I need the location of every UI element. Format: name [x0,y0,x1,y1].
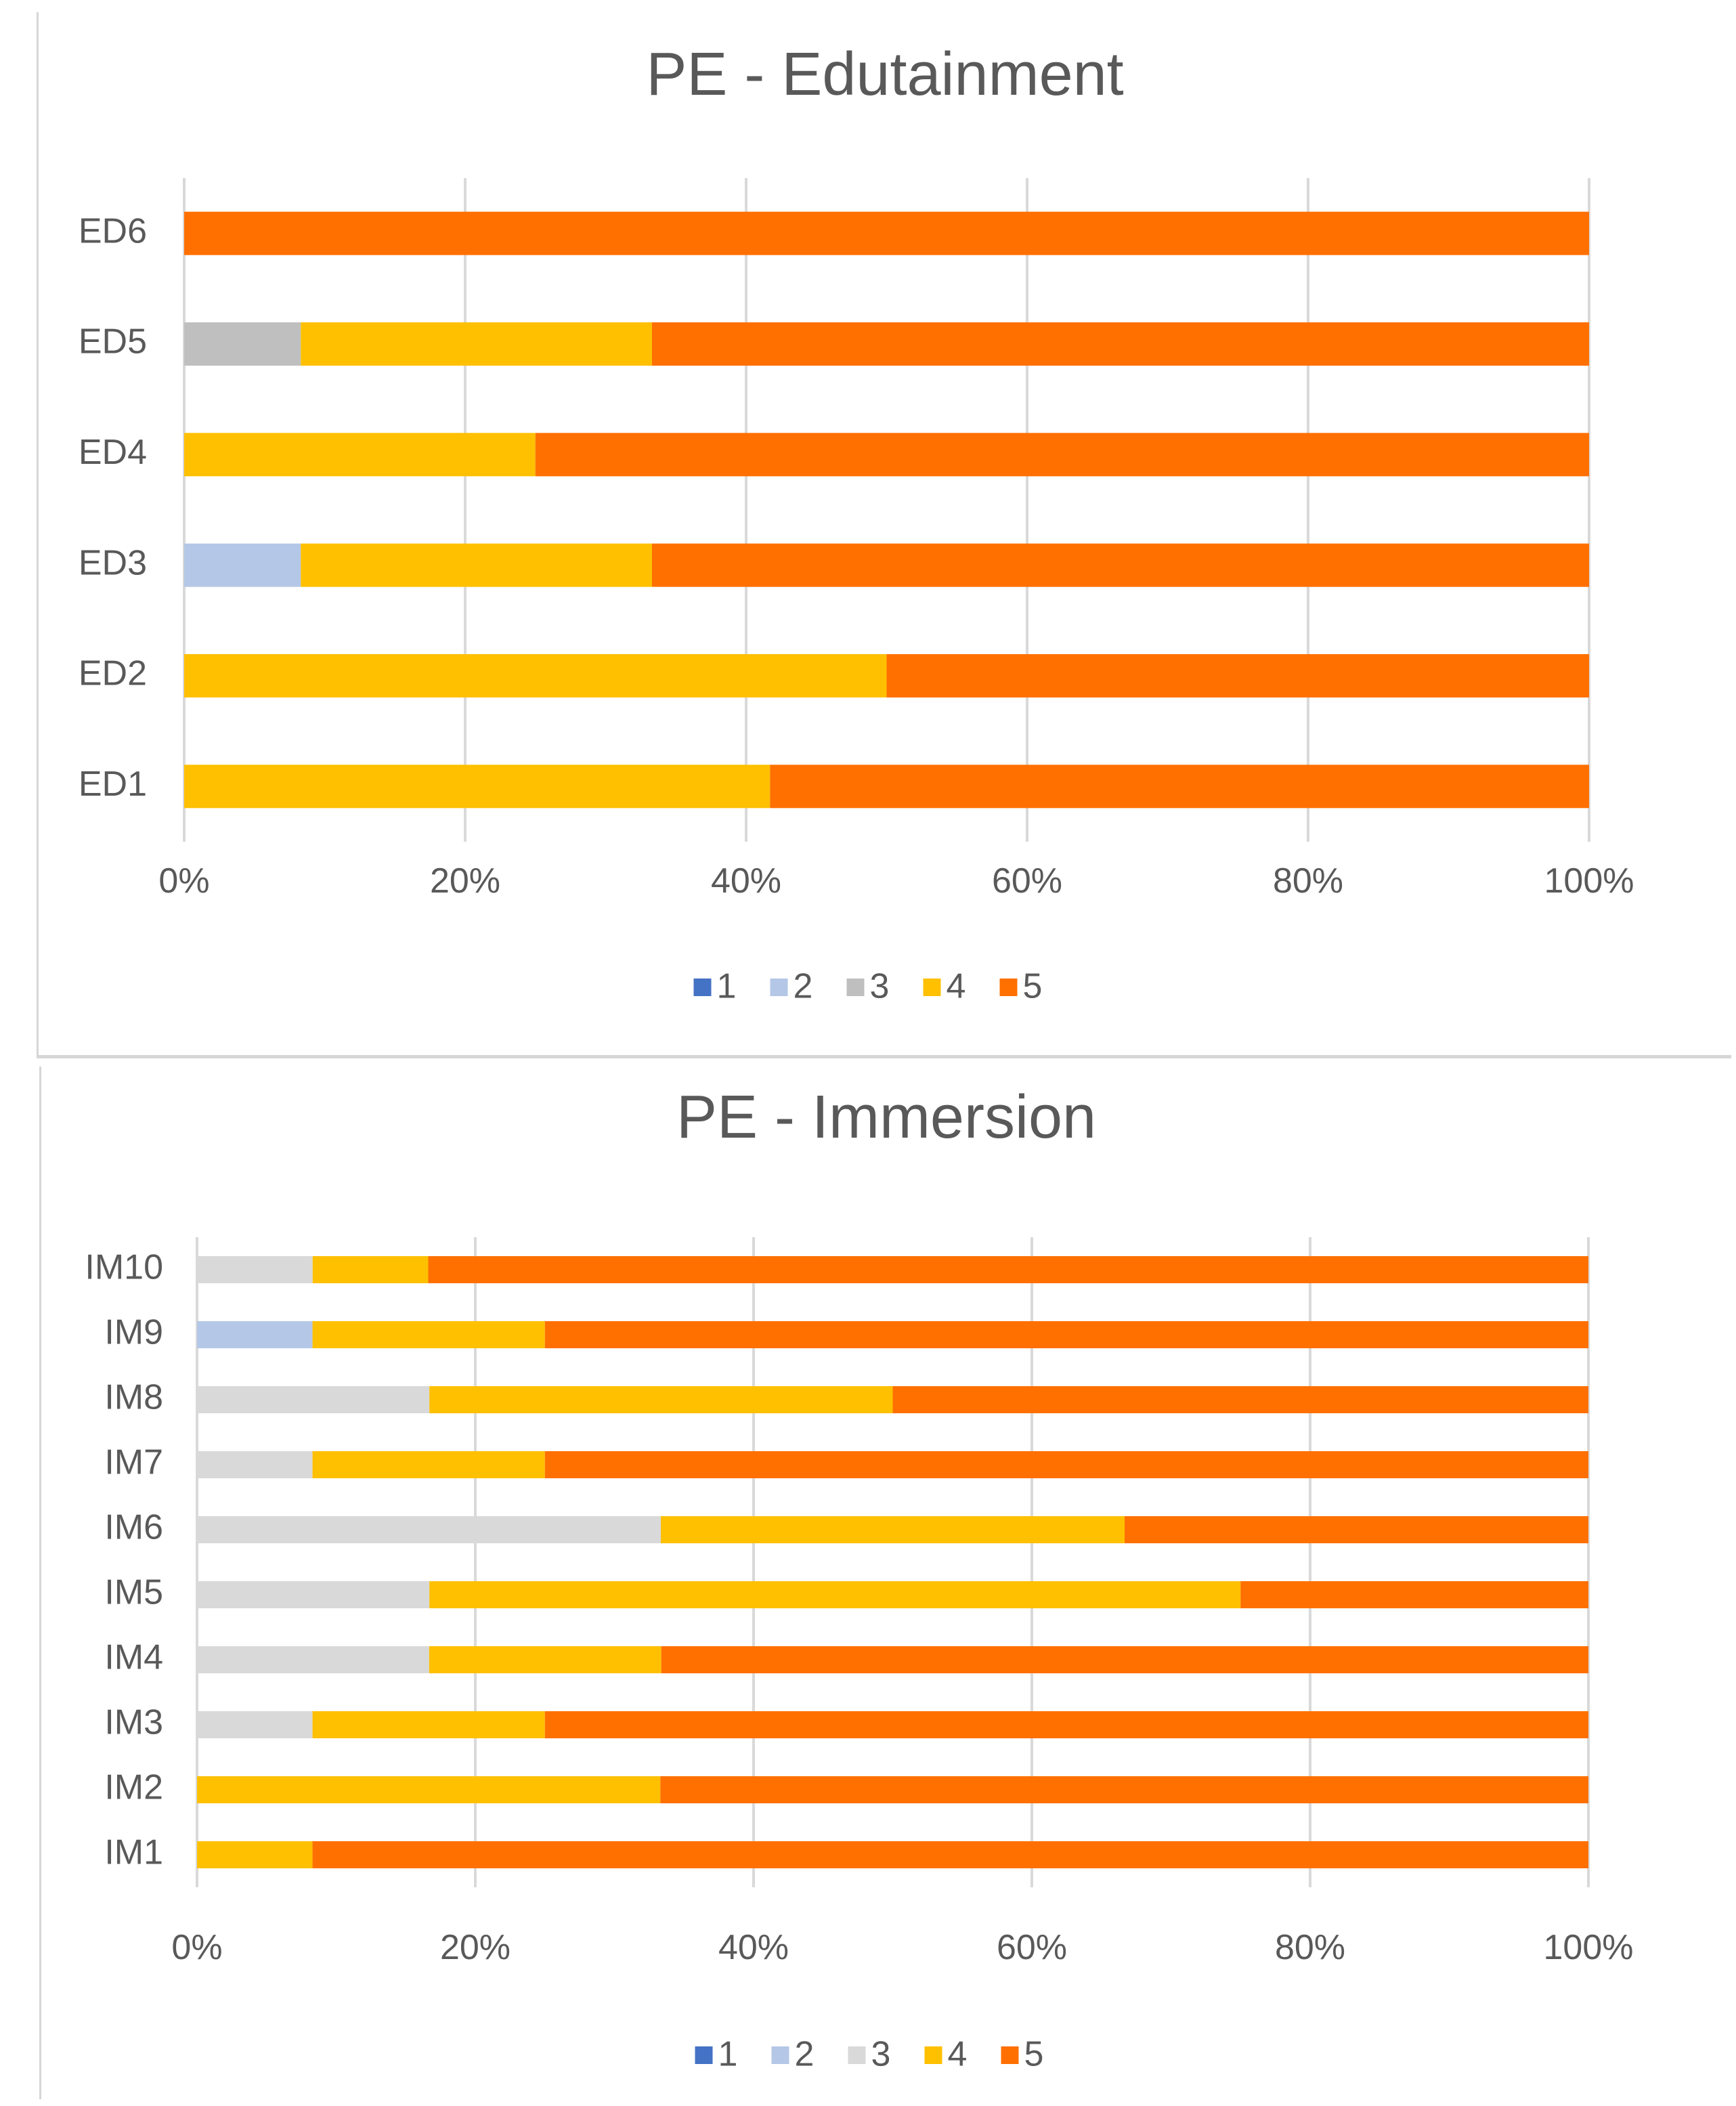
bar-segment-im5-level-5 [1240,1581,1588,1608]
bar-segment-ed5-level-4 [301,322,652,366]
x-tick-label: 40% [718,1928,789,1967]
legend-label: 5 [1024,2035,1044,2074]
bar-segment-im8-level-3 [197,1386,430,1413]
legend-label: 4 [948,2035,968,2074]
legend-swatch [770,979,788,996]
legend-label: 5 [1023,967,1043,1006]
bar-segment-ed4-level-4 [184,433,536,477]
legend-swatch [695,2046,713,2064]
bar-segment-im10-level-4 [312,1256,429,1283]
bar-segment-im4-level-5 [661,1646,1588,1673]
legend-label: 1 [717,967,737,1006]
edutainment-chart-panel: PE - Edutainment 0% 20% 40% 60% 80% 100% ED6 ED… [37,12,1731,1058]
bar-segment-im3-level-5 [544,1711,1588,1738]
category-label: IM10 [85,1248,163,1287]
bar-segment-ed6-level-5 [184,211,1589,255]
x-tick-label: 100% [1544,1928,1634,1967]
x-tick-label: 40% [711,861,781,901]
category-label: ED6 [79,211,147,251]
x-tick-label: 60% [992,861,1062,901]
bar-segment-im4-level-4 [429,1646,661,1673]
x-tick-label: 80% [1273,861,1343,901]
legend-label: 4 [947,967,966,1006]
category-label: IM3 [104,1703,163,1742]
category-label: IM8 [104,1378,163,1417]
bar-segment-ed2-level-4 [184,654,887,697]
bar-segment-ed4-level-5 [535,433,1589,477]
bar-segment-im2-level-4 [197,1776,661,1803]
bar-segment-ed5-level-5 [651,322,1589,366]
legend-swatch [846,979,865,996]
bar-segment-im10-level-5 [428,1256,1589,1283]
bar-segment-im3-level-4 [312,1711,545,1738]
category-label: ED2 [79,654,147,693]
x-tick-label: 100% [1544,861,1634,901]
bar-segment-ed2-level-5 [886,654,1589,697]
bar-segment-ed1-level-5 [770,765,1589,809]
category-label: IM6 [104,1508,163,1547]
immersion-chart: PE - Immersion 0% 20% 40% 60% 80% 100% IM10 IM9… [85,1083,1634,2074]
bar-segment-im9-level-4 [312,1321,545,1348]
bar-segment-im5-level-4 [429,1581,1241,1608]
bar-segment-ed3-level-2 [184,543,301,587]
legend-swatch [999,979,1018,996]
immersion-chart-panel: PE - Immersion 0% 20% 40% 60% 80% 100% IM10 IM9… [39,1067,1731,2099]
bar-segment-im3-level-3 [197,1711,313,1738]
bar-segment-im6-level-5 [1125,1516,1588,1543]
legend-swatch [771,2046,789,2064]
category-label: ED1 [79,765,147,804]
bar-segment-im7-level-3 [197,1451,313,1478]
bar-segment-im2-level-5 [660,1776,1589,1803]
bar-segment-im9-level-2 [197,1321,313,1348]
bar-segment-ed3-level-4 [301,543,652,587]
edutainment-chart: PE - Edutainment 0% 20% 40% 60% 80% 100% ED6 ED… [79,41,1634,1006]
legend-swatch [1001,2046,1019,2064]
legend-label: 3 [870,967,890,1006]
category-label: IM1 [104,1833,163,1872]
chart-title: PE - Edutainment [646,41,1123,108]
bar-segment-im9-level-5 [544,1321,1588,1348]
legend-label: 3 [871,2035,891,2074]
legend-label: 2 [795,2035,815,2074]
bar-segment-im10-level-3 [197,1256,313,1283]
legend-swatch [848,2046,866,2064]
chart-title: PE - Immersion [676,1083,1096,1151]
legend-label: 2 [794,967,813,1006]
x-tick-label: 0% [158,861,209,901]
category-label: ED3 [79,543,147,582]
bar-segment-im6-level-3 [197,1516,661,1543]
bar-segment-im8-level-4 [429,1386,893,1413]
category-label: ED5 [79,322,147,362]
category-label: IM4 [104,1638,163,1677]
x-tick-label: 80% [1275,1928,1345,1967]
bar-segment-im7-level-4 [312,1451,545,1478]
legend-swatch [693,979,712,996]
bar-segment-im1-level-5 [312,1841,1589,1868]
bar-segment-ed5-level-3 [184,322,301,366]
category-label: IM5 [104,1573,163,1612]
bar-segment-im6-level-4 [661,1516,1125,1543]
bar-segment-im5-level-3 [197,1581,430,1608]
bar-segment-im7-level-5 [544,1451,1588,1478]
x-tick-label: 20% [440,1928,511,1967]
bar-segment-im8-level-5 [892,1386,1588,1413]
legend-swatch [923,979,941,996]
x-tick-label: 0% [171,1928,222,1967]
category-label: IM9 [104,1313,163,1352]
category-label: ED4 [79,433,147,472]
category-label: IM7 [104,1443,163,1482]
bar-segment-ed1-level-4 [184,765,771,809]
legend-swatch [924,2046,942,2064]
bar-segment-im4-level-3 [197,1646,429,1673]
x-tick-label: 20% [430,861,500,901]
x-tick-label: 60% [997,1928,1067,1967]
legend-label: 1 [718,2035,738,2074]
category-label: IM2 [104,1768,163,1807]
bar-segment-ed3-level-5 [651,543,1589,587]
bar-segment-im1-level-4 [197,1841,313,1868]
